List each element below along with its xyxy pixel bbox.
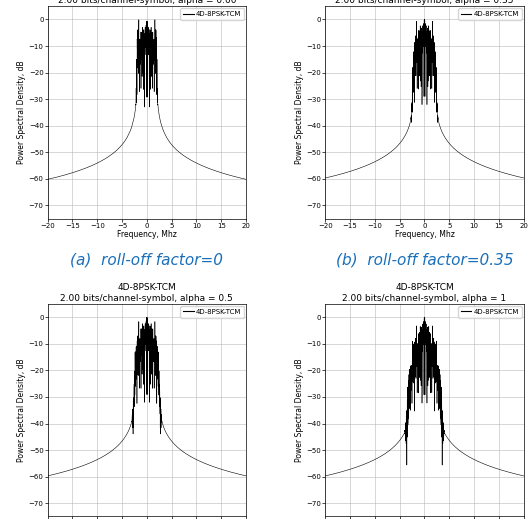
Legend: 4D-8PSK-TCM: 4D-8PSK-TCM bbox=[458, 8, 522, 20]
X-axis label: Frequency, Mhz: Frequency, Mhz bbox=[117, 230, 177, 239]
X-axis label: Frequency, Mhz: Frequency, Mhz bbox=[394, 230, 454, 239]
Text: (b)  roll-off factor=0.35: (b) roll-off factor=0.35 bbox=[335, 252, 513, 267]
Title: 4D-8PSK-TCM
2.00 bits/channel-symbol, alpha = 0.5: 4D-8PSK-TCM 2.00 bits/channel-symbol, al… bbox=[60, 283, 233, 303]
Title: 4D-8PSK-TCM
2.00 bits/channel-symbol, alpha = 0.00: 4D-8PSK-TCM 2.00 bits/channel-symbol, al… bbox=[58, 0, 236, 6]
Y-axis label: Power Spectral Density, dB: Power Spectral Density, dB bbox=[17, 61, 26, 164]
Y-axis label: Power Spectral Density, dB: Power Spectral Density, dB bbox=[295, 359, 304, 462]
Y-axis label: Power Spectral Density, dB: Power Spectral Density, dB bbox=[295, 61, 304, 164]
Legend: 4D-8PSK-TCM: 4D-8PSK-TCM bbox=[181, 8, 244, 20]
Title: 4D-8PSK-TCM
2.00 bits/channel-symbol, alpha = 1: 4D-8PSK-TCM 2.00 bits/channel-symbol, al… bbox=[342, 283, 507, 303]
Legend: 4D-8PSK-TCM: 4D-8PSK-TCM bbox=[181, 306, 244, 318]
Title: 4D-8PSK-TCM
2.00 bits/channel-symbol, alpha = 0.35: 4D-8PSK-TCM 2.00 bits/channel-symbol, al… bbox=[335, 0, 514, 6]
Text: (a)  roll-off factor=0: (a) roll-off factor=0 bbox=[70, 252, 223, 267]
Y-axis label: Power Spectral Density, dB: Power Spectral Density, dB bbox=[17, 359, 26, 462]
Legend: 4D-8PSK-TCM: 4D-8PSK-TCM bbox=[458, 306, 522, 318]
